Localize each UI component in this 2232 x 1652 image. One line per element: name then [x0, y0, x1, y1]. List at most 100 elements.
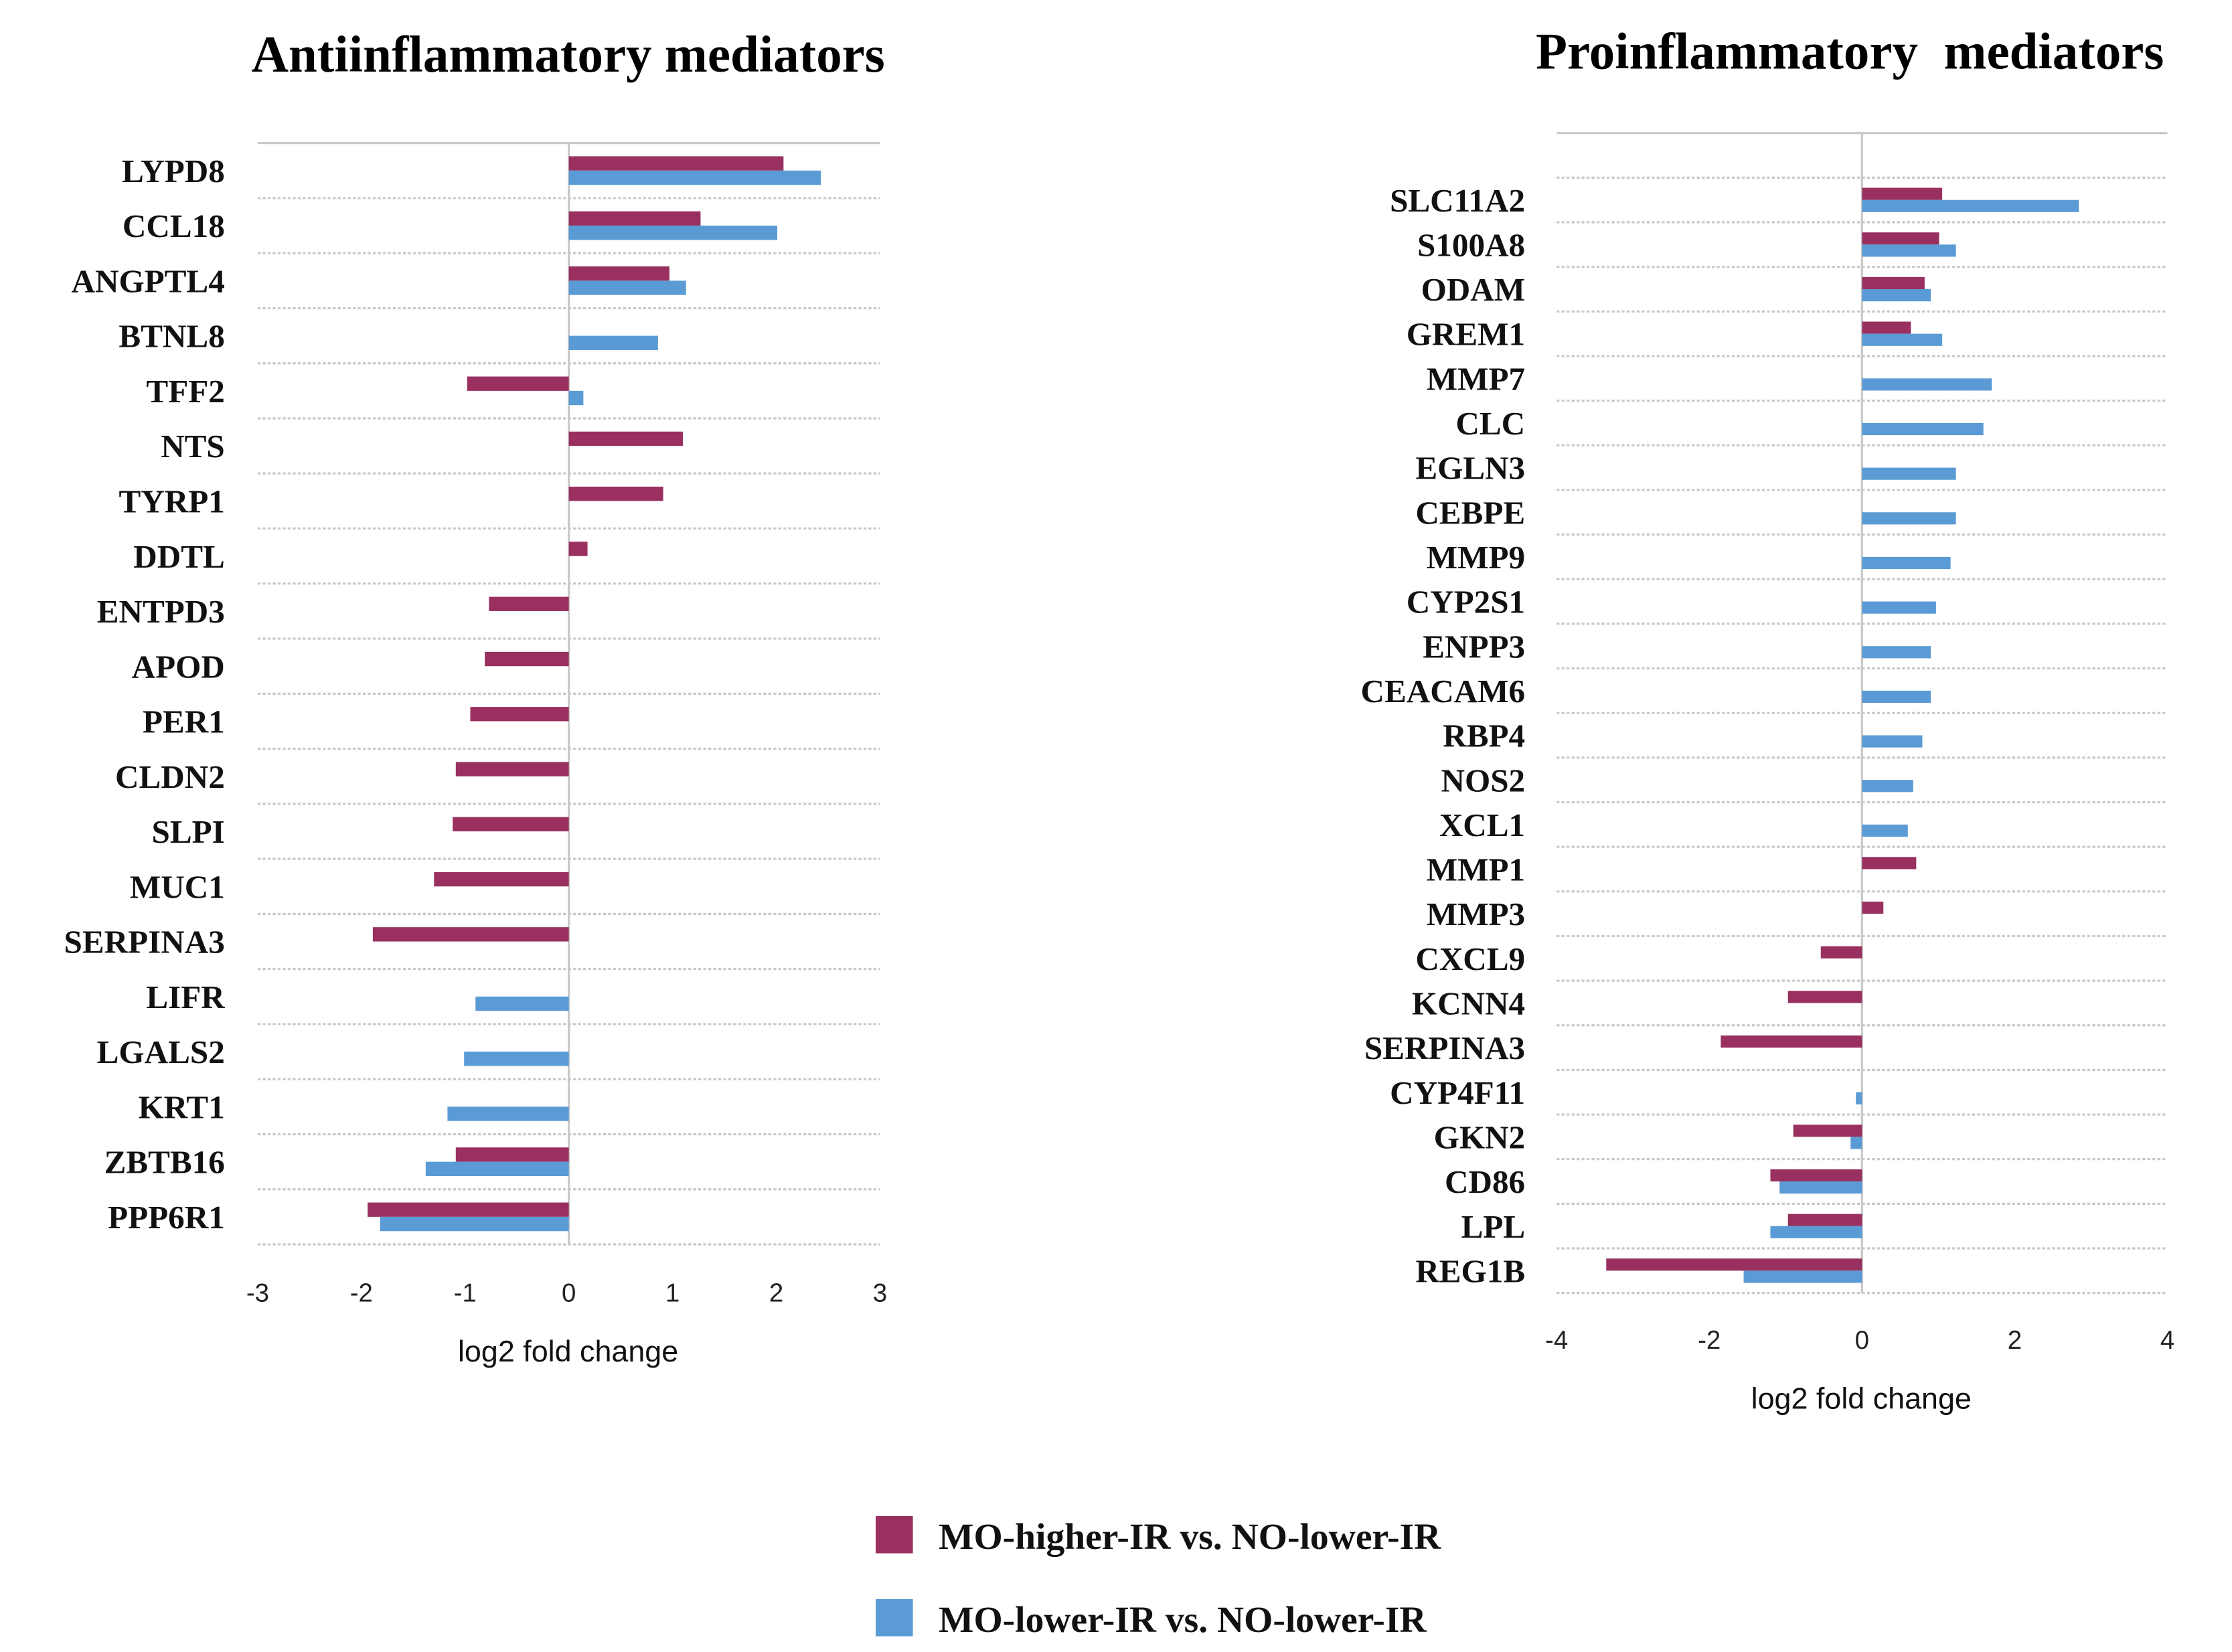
category-label: KRT1 [138, 1088, 224, 1125]
category-label: LGALS2 [97, 1034, 225, 1070]
proinflammatory-chart: Proinflammatory mediators log2 fold chan… [1361, 23, 2175, 1416]
bar-series2 [568, 280, 686, 295]
category-label: MMP9 [1427, 539, 1525, 576]
chart-title: Antiinflammatory mediators [251, 25, 884, 83]
x-tick-label: -1 [454, 1278, 477, 1307]
bar-series1 [1770, 1169, 1862, 1182]
x-tick-label: -2 [350, 1278, 373, 1307]
category-label: CYP4F11 [1390, 1074, 1525, 1111]
bar-series1 [568, 156, 784, 171]
bar-series1 [453, 817, 569, 832]
bar-series1 [455, 762, 569, 776]
category-label: PER1 [143, 704, 225, 740]
category-label: LPL [1461, 1208, 1526, 1245]
category-label: GREM1 [1407, 316, 1525, 353]
bar-series2 [1862, 512, 1956, 525]
bar-series1 [467, 376, 569, 391]
category-label: CEBPE [1415, 494, 1525, 531]
category-label: ZBTB16 [104, 1144, 225, 1181]
x-axis-label: log2 fold change [458, 1334, 678, 1368]
category-label: TFF2 [146, 373, 224, 410]
category-label: CLDN2 [115, 758, 225, 795]
category-label: BTNL8 [118, 318, 224, 355]
bar-series1 [1862, 901, 1884, 914]
bar-series1 [568, 431, 684, 446]
category-label: SERPINA3 [64, 924, 225, 961]
category-label: PPP6R1 [108, 1199, 225, 1236]
category-label: RBP4 [1443, 718, 1525, 754]
category-label: CCL18 [123, 208, 225, 244]
bar-series1 [485, 651, 569, 667]
x-tick-label: 0 [1855, 1326, 1869, 1355]
category-label: MUC1 [130, 868, 225, 905]
bar-series2 [568, 226, 778, 240]
x-tick-label: 4 [2160, 1326, 2174, 1355]
legend-label-series1: MO-higher-IR vs. NO-lower-IR [939, 1516, 1441, 1558]
category-label: MMP7 [1427, 360, 1525, 397]
x-tick-label: -4 [1545, 1326, 1568, 1355]
bar-series2 [568, 335, 658, 350]
bar-series1 [1862, 321, 1911, 334]
bar-series1 [434, 872, 569, 887]
category-label: ODAM [1421, 271, 1526, 308]
legend-swatch-series1 [876, 1516, 913, 1554]
x-tick-label: 1 [665, 1278, 680, 1307]
bar-series2 [568, 170, 821, 185]
bar-series1 [470, 707, 569, 722]
bar-series1 [455, 1147, 569, 1162]
bar-series2 [1862, 422, 1984, 436]
bar-series2 [1862, 824, 1908, 837]
bar-series2 [1862, 556, 1951, 570]
category-label: MMP3 [1427, 896, 1525, 932]
category-label: LIFR [146, 979, 225, 1015]
bar-series1 [1862, 232, 1939, 245]
category-label: SERPINA3 [1364, 1029, 1525, 1066]
bar-series2 [425, 1161, 569, 1176]
category-label: GKN2 [1434, 1119, 1525, 1155]
bar-series2 [1862, 333, 1943, 346]
x-tick-label: 3 [873, 1278, 887, 1307]
bar-series2 [380, 1216, 569, 1232]
category-label: DDTL [133, 538, 225, 575]
bar-series2 [1862, 289, 1931, 302]
category-label: NTS [161, 428, 225, 465]
bar-series2 [1862, 244, 1956, 257]
bar-series2 [475, 996, 569, 1011]
bar-series1 [568, 487, 663, 501]
bar-series1 [1793, 1125, 1862, 1137]
category-label: LYPD8 [122, 153, 225, 189]
category-label: CD86 [1445, 1163, 1525, 1200]
antiinflammatory-chart: Antiinflammatory mediators log2 fold cha… [64, 25, 888, 1368]
bar-series2 [1856, 1092, 1862, 1104]
category-label: MMP1 [1427, 851, 1525, 888]
bar-series1 [1721, 1035, 1862, 1048]
bar-series2 [568, 390, 584, 406]
bar-series1 [372, 927, 569, 942]
bar-series1 [1787, 991, 1862, 1003]
category-label: CYP2S1 [1407, 584, 1525, 621]
bar-series2 [1779, 1181, 1862, 1194]
bar-series1 [1787, 1214, 1862, 1226]
category-label: ENPP3 [1423, 628, 1525, 665]
x-tick-label: -3 [246, 1278, 269, 1307]
x-tick-label: 0 [562, 1278, 576, 1307]
category-label: ANGPTL4 [71, 262, 224, 299]
chart-title: Proinflammatory mediators [1536, 23, 2164, 80]
x-tick-label: 2 [769, 1278, 783, 1307]
bar-series1 [1820, 946, 1862, 959]
bar-series1 [568, 266, 669, 281]
bar-series1 [1862, 276, 1925, 290]
category-label: TYRP1 [118, 483, 224, 520]
bar-series1 [489, 596, 569, 611]
bar-series2 [1743, 1270, 1862, 1283]
bar-series2 [1862, 690, 1931, 704]
legend: MO-higher-IR vs. NO-lower-IR MO-lower-IR… [876, 1516, 1441, 1641]
bar-series2 [1862, 601, 1936, 614]
category-label: ENTPD3 [97, 593, 225, 630]
category-label: SLC11A2 [1390, 182, 1525, 219]
legend-swatch-series2 [876, 1598, 913, 1637]
bar-series1 [1606, 1258, 1862, 1271]
bar-series1 [368, 1202, 569, 1217]
category-label: S100A8 [1417, 226, 1525, 263]
